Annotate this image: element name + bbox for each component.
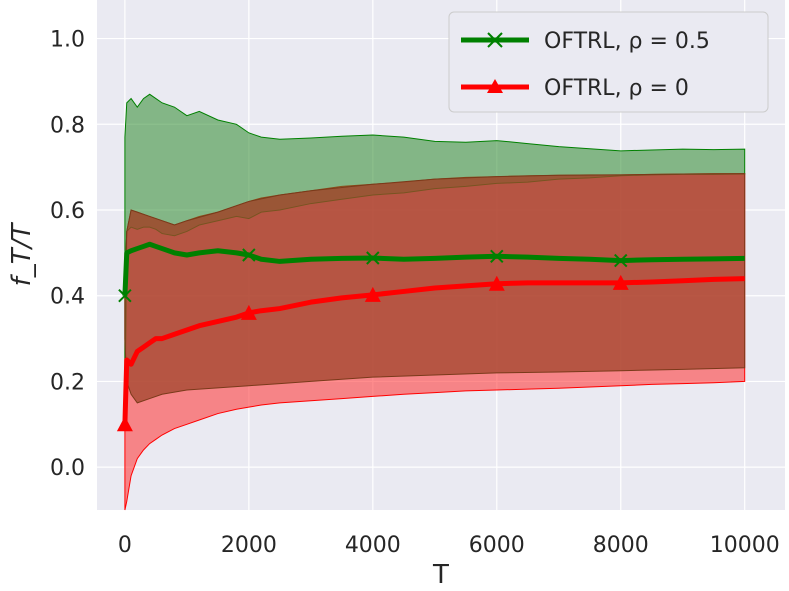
triangle-marker	[364, 286, 381, 302]
mean-line	[122, 276, 745, 425]
x-tick-label: 2000	[221, 533, 277, 558]
y-tick-label: 0.8	[50, 113, 85, 138]
y-tick-labels: 0.0 0.2 0.4 0.6 0.8 1.0	[50, 28, 85, 482]
x-marker	[242, 248, 256, 262]
x-axis-title: T	[432, 560, 449, 590]
x-tick-label: 10000	[710, 533, 780, 558]
series-lines	[122, 241, 745, 425]
y-tick-label: 0.4	[50, 285, 85, 310]
x-marker	[490, 249, 504, 263]
mean-line	[122, 241, 745, 296]
y-tick-label: 0.0	[50, 456, 85, 481]
x-tick-label: 6000	[469, 533, 525, 558]
x-marker	[614, 253, 628, 268]
x-tick-label: 4000	[345, 533, 401, 558]
triangle-marker	[612, 274, 629, 290]
triangle-marker	[488, 275, 505, 291]
x-tick-labels: 0 2000 4000 6000 8000 10000	[118, 533, 780, 558]
y-tick-label: 1.0	[50, 28, 85, 53]
y-tick-label: 0.2	[50, 370, 85, 395]
legend-label-rho-0: OFTRL, ρ = 0	[544, 76, 689, 101]
y-axis-title: f_T/T	[7, 222, 37, 287]
x-tick-label: 0	[118, 533, 132, 558]
legend: OFTRL, ρ = 0.5 OFTRL, ρ = 0	[448, 11, 769, 113]
triangle-marker	[116, 416, 133, 432]
x-marker	[366, 251, 380, 265]
legend-marker-x	[487, 32, 503, 48]
triangle-marker	[240, 304, 257, 320]
series-markers	[116, 248, 629, 432]
x-marker	[118, 289, 132, 303]
y-tick-label: 0.6	[50, 199, 85, 224]
legend-marker-triangle	[487, 79, 503, 93]
legend-label-rho-0.5: OFTRL, ρ = 0.5	[544, 29, 710, 54]
x-tick-label: 8000	[593, 533, 649, 558]
